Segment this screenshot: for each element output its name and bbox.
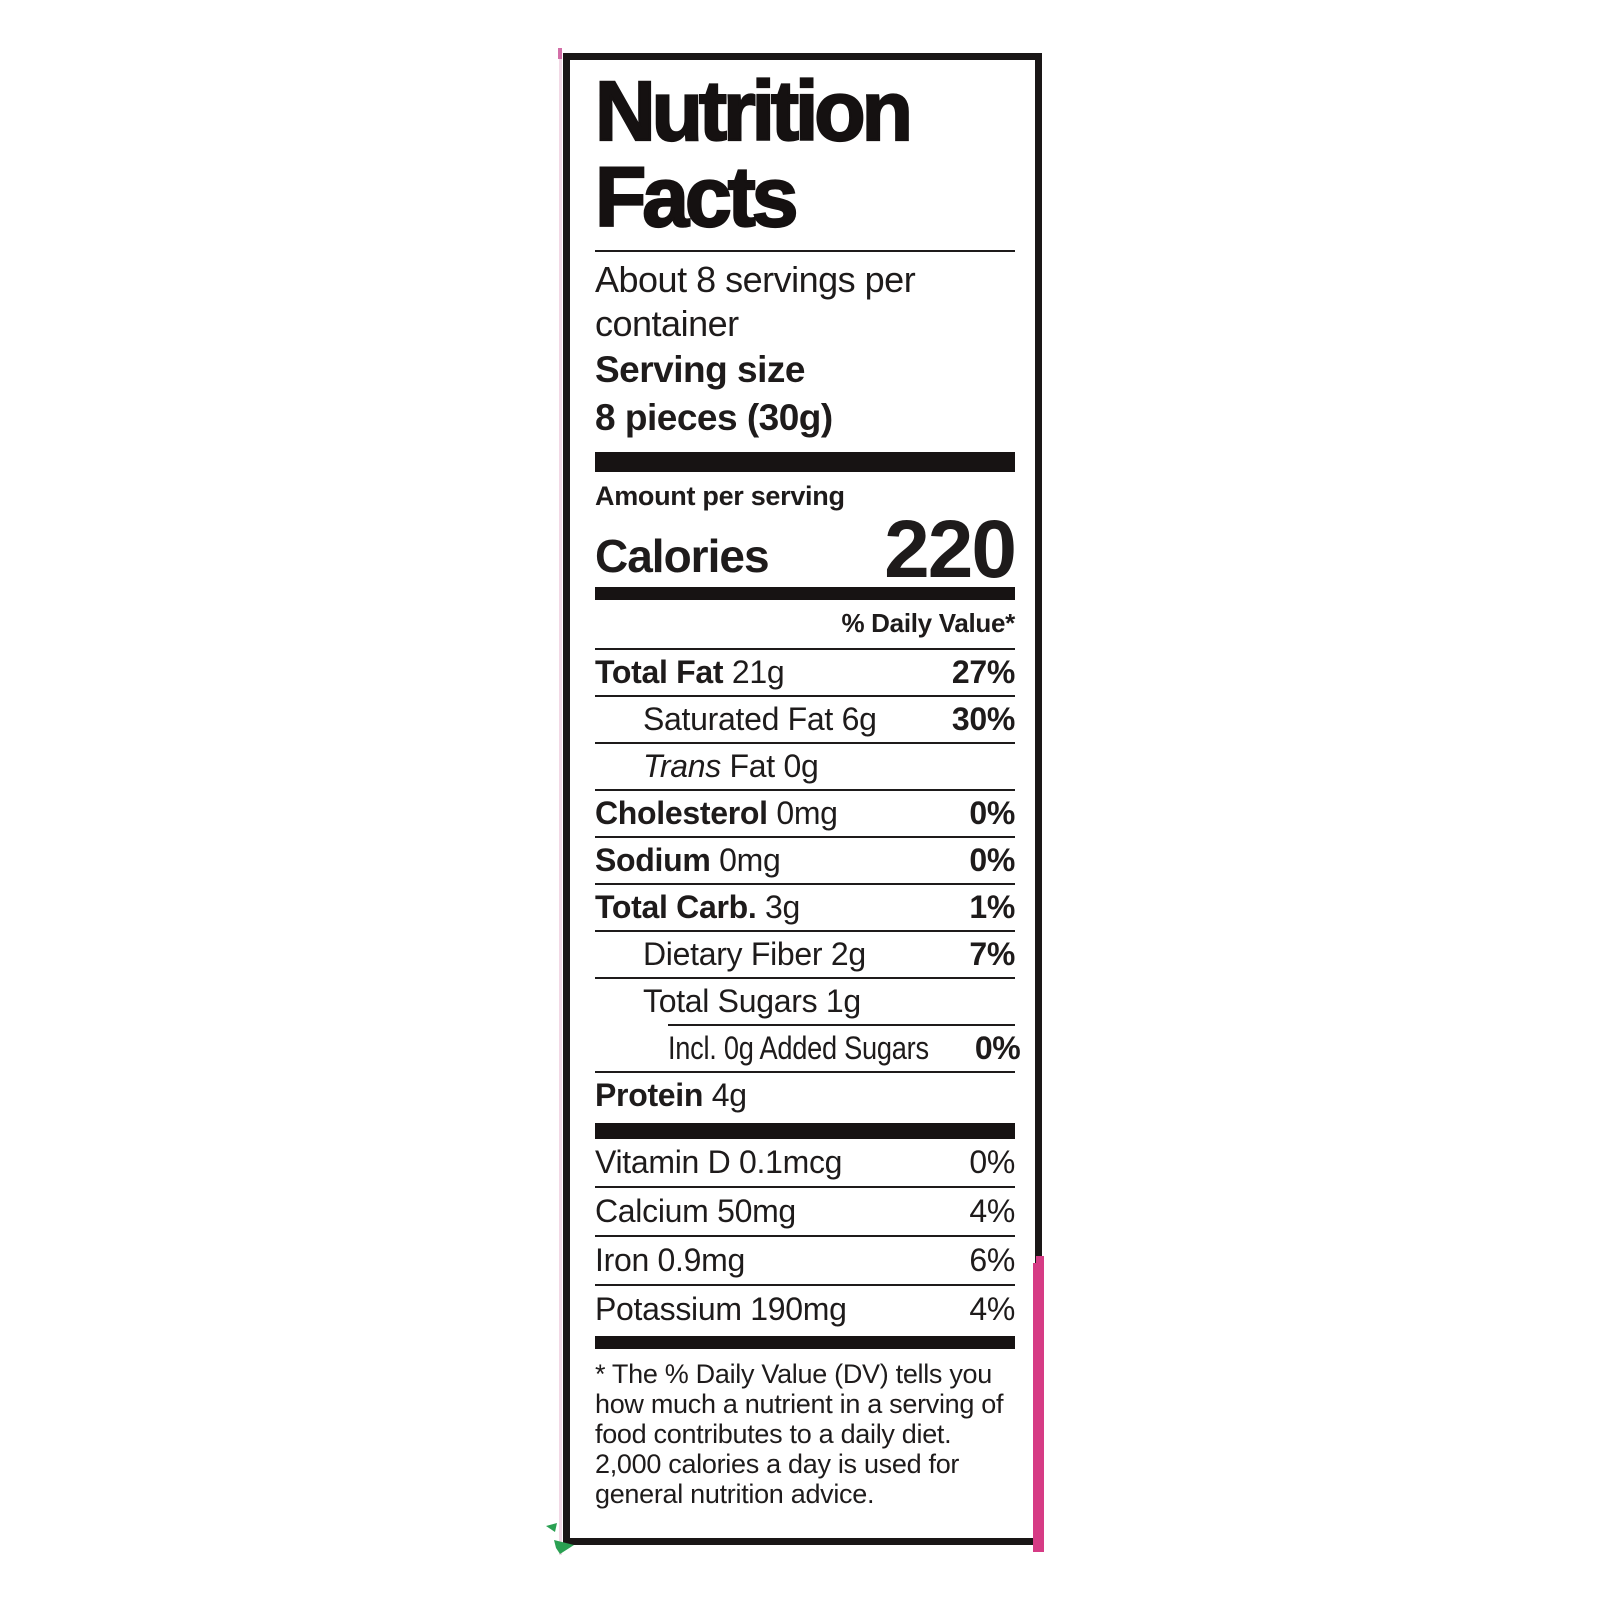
nutrition-facts-label: Nutrition Facts About 8 servings per con… [563, 53, 1042, 1545]
daily-value-header: % Daily Value* [595, 600, 1015, 650]
serving-size-label: Serving size [595, 349, 805, 390]
title-divider [595, 250, 1015, 252]
nutrient-row-sodium: Sodium 0mg 0% [595, 836, 1015, 883]
dv-value: 6% [969, 1242, 1015, 1278]
dv-value: 0% [969, 842, 1015, 878]
servings-per-container: About 8 servings per container [595, 259, 916, 344]
dv-value: 4% [969, 1291, 1015, 1327]
scan-artifact-pink-nub [1036, 1256, 1044, 1266]
dv-value: 0% [974, 1030, 1021, 1066]
nutrient-row-saturated-fat: Saturated Fat 6g 30% [595, 695, 1015, 742]
daily-value-footnote: * The % Daily Value (DV) tells you how m… [595, 1359, 1004, 1509]
nutrient-row-total-carb: Total Carb. 3g 1% [595, 883, 1015, 930]
dv-value: 30% [951, 701, 1015, 737]
serving-size-value: 8 pieces (30g) [595, 397, 833, 438]
scan-artifact-left-line [559, 48, 562, 1555]
nutrient-row-trans-fat: Trans Fat 0g [595, 742, 1015, 789]
nutrient-row-cholesterol: Cholesterol 0mg 0% [595, 789, 1015, 836]
calories-row: Calories 220 [595, 503, 1017, 595]
dv-value: 7% [969, 936, 1015, 972]
label-title: Nutrition Facts [594, 64, 1015, 244]
calories-value: 220 [884, 503, 1017, 595]
vitamin-row-iron: Iron 0.9mg 6% [595, 1235, 1015, 1284]
nutrient-row-total-fat: Total Fat 21g 27% [595, 654, 1015, 690]
dv-value: 0% [969, 1144, 1015, 1180]
serving-size: Serving size 8 pieces (30g) [595, 346, 1015, 442]
label-title-line2: Facts [594, 150, 800, 244]
divider-bar-calories [595, 587, 1015, 600]
nutrient-row-added-sugars: Incl. 0g Added Sugars 0% [668, 1024, 1021, 1071]
nutrient-row-dietary-fiber: Dietary Fiber 2g 7% [595, 930, 1015, 977]
calories-label: Calories [595, 530, 770, 582]
label-title-line1: Nutrition [594, 64, 914, 158]
divider-bar-bottom [595, 1336, 1015, 1349]
vitamin-row-vitamin-d: Vitamin D 0.1mcg 0% [595, 1144, 1015, 1180]
vitamin-row-calcium: Calcium 50mg 4% [595, 1186, 1015, 1235]
nutrient-row-total-sugars: Total Sugars 1g [595, 977, 1015, 1024]
dv-value: 27% [951, 654, 1015, 690]
divider-bar-top [595, 452, 1015, 472]
divider-bar-protein [595, 1123, 1015, 1139]
amount-per-serving-label: Amount per serving [595, 481, 845, 511]
vitamin-row-potassium: Potassium 190mg 4% [595, 1284, 1015, 1333]
dv-value: 4% [969, 1193, 1015, 1229]
nutrient-row-protein: Protein 4g [595, 1071, 1015, 1118]
nutrient-table: Total Fat 21g 27% Saturated Fat 6g 30% T… [595, 650, 1021, 1118]
vitamin-table: Vitamin D 0.1mcg 0% Calcium 50mg 4% Iron… [595, 1139, 1015, 1333]
scan-artifact-green-mark [546, 1523, 574, 1554]
dv-value: 1% [969, 889, 1015, 925]
dv-value: 0% [969, 795, 1015, 831]
scan-artifact-left-line-tip [558, 48, 562, 59]
scan-artifact-pink-line [1033, 1263, 1044, 1552]
